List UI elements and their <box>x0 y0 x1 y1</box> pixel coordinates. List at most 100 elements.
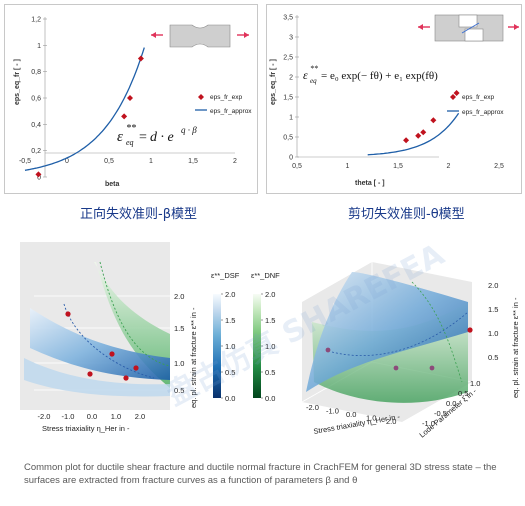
y-tick-label: 1,2 <box>31 17 41 24</box>
x-tick-label: -0,5 <box>19 158 31 165</box>
x-tick-label: 0,5 <box>292 163 302 170</box>
y-tick-label: 2.0 <box>174 292 184 301</box>
figure-footnote: Common plot for ductile shear fracture a… <box>24 462 497 486</box>
y-tick-label: 0,2 <box>31 148 41 155</box>
surface-2d-view: -2.0 -1.0 0.0 1.0 2.0 0.5 1.0 1.5 2.0 Stress tr… <box>20 242 198 433</box>
dsf-colorbar-label: ε**_DSF <box>211 271 240 280</box>
colorbar-tick-label: 0.5 <box>225 368 235 377</box>
theta-model-caption: 剪切失效准则-θ模型 <box>348 207 465 222</box>
y-tick-label: 0,8 <box>31 69 41 76</box>
x-tick-label: -2.0 <box>38 412 51 421</box>
y-tick-label: -0.5 <box>434 409 447 418</box>
svg-text:**: ** <box>126 123 136 134</box>
x-tick-label: -1.0 <box>326 407 339 416</box>
y-tick-label: 0,5 <box>283 135 293 142</box>
dsf-surface-3d <box>306 272 468 392</box>
exp-data-point <box>430 117 437 124</box>
theta-y-label: eps_eq_fr [ - ] <box>270 59 277 105</box>
y-tick-label: 1.5 <box>174 324 184 333</box>
exp-data-point <box>35 171 42 178</box>
y-tick-label: 0 <box>289 155 293 162</box>
y-tick-label: 3 <box>289 35 293 42</box>
y-tick-label: 1 <box>289 115 293 122</box>
data-point <box>325 347 331 353</box>
y-tick-label: 0.5 <box>458 389 468 398</box>
beta-legend: eps_fr_exp eps_fr_approx <box>195 94 252 115</box>
beta-chart: -0,5 0 0,5 1 1,5 2 0 0,2 0,4 0,6 0,8 1 1,2 beta eps… <box>14 17 252 189</box>
x-tick-label: 1 <box>346 163 350 170</box>
exp-data-point <box>137 55 144 62</box>
x-tick-label: 2.0 <box>386 417 396 426</box>
colorbar-tick-label: 0.0 <box>265 394 275 403</box>
theta-legend: eps_fr_exp eps_fr_approx <box>447 94 504 116</box>
colorbar-tick-label: 1.5 <box>225 316 235 325</box>
colorbar-tick-label: 2.0 <box>265 290 275 299</box>
x-tick-label: 1,5 <box>393 163 403 170</box>
x-tick-label: 2.0 <box>135 412 145 421</box>
notched-specimen-icon <box>151 24 249 48</box>
exp-data-point <box>403 137 410 144</box>
y-tick-label: 1.0 <box>174 359 184 368</box>
x-tick-label: -1.0 <box>62 412 75 421</box>
svg-text:ε: ε <box>303 68 308 82</box>
surface3d-z-label: eq. pl. strain at fracture ε** in - <box>511 297 520 398</box>
x-tick-label: 2,5 <box>494 163 504 170</box>
y-tick-label: 2,5 <box>283 55 293 62</box>
x-tick-label: 1.0 <box>111 412 121 421</box>
x-tick-label: 1.0 <box>366 414 376 423</box>
surface-3d-view: -2.0 -1.0 0.0 1.0 2.0 -1.0-0.50.00.51.0 0.51… <box>301 262 520 440</box>
colorbar-tick-label: 2.0 <box>225 290 235 299</box>
z-tick-label: 0.5 <box>488 353 498 362</box>
colorbar-tick-label: 1.0 <box>265 342 275 351</box>
exp-data-point <box>453 90 460 96</box>
x-tick-label: 0.0 <box>346 410 356 419</box>
svg-text:eps_fr_exp: eps_fr_exp <box>210 94 243 101</box>
colorbar-tick-label: 1.0 <box>225 342 235 351</box>
y-tick-label: 0.5 <box>174 386 184 395</box>
beta-formula: ε eq ** = d · e q · β <box>117 123 197 147</box>
data-point <box>65 311 71 317</box>
y-tick-label: -1.0 <box>422 419 435 428</box>
data-point <box>109 351 115 357</box>
exp-data-point <box>127 95 133 101</box>
dsf-colorbar <box>213 294 221 398</box>
beta-y-label: eps_eq_fr [ - ] <box>14 59 21 105</box>
theta-chart: 0,5 1 1,5 2 2,5 00,511,522,533,5 theta [ - ]… <box>270 14 519 187</box>
y-tick-label: 1 <box>37 43 41 50</box>
surface2d-x-label: Stress triaxiality η_Her in - <box>42 424 130 433</box>
svg-text:= e₀ exp(− fθ) + e₁ exp(fθ): = e₀ exp(− fθ) + e₁ exp(fθ) <box>321 70 438 82</box>
y-tick-label: 1.0 <box>470 379 480 388</box>
theta-chart-panel: 0,5 1 1,5 2 2,5 0 0,5 1 1,5 2 2,5 3 3,5 theta [ - ]… <box>266 4 522 194</box>
theta-formula: ε eq ** = e₀ exp(− fθ) + e₁ exp(fθ) <box>303 64 438 85</box>
shear-specimen-icon <box>418 14 519 42</box>
beta-fit-curve <box>24 47 145 171</box>
data-point <box>429 365 435 371</box>
svg-text:**: ** <box>310 64 318 73</box>
svg-text:eq: eq <box>310 77 317 85</box>
x-tick-label: 2 <box>447 163 451 170</box>
dnf-colorbar-label: ε**_DNF <box>251 271 280 280</box>
data-point <box>123 375 129 381</box>
svg-text:ε: ε <box>117 129 123 145</box>
exp-data-point <box>415 132 422 139</box>
svg-text:eps_fr_approx: eps_fr_approx <box>462 109 504 116</box>
y-tick-label: 0 <box>37 175 41 182</box>
x-tick-label: 2 <box>233 158 237 165</box>
y-tick-label: 2 <box>289 75 293 82</box>
theta-fit-curve <box>367 112 460 156</box>
y-tick-label: 0,6 <box>31 96 41 103</box>
colorbars: ε**_DSF ε**_DNF 0.0 0.5 1.0 1.5 2.0 0.0 0.5 1.… <box>211 271 280 403</box>
exp-data-point <box>420 129 427 136</box>
y-tick-label: 1,5 <box>283 95 293 102</box>
z-tick-label: 1.5 <box>488 305 498 314</box>
x-tick-label: 0 <box>65 158 69 165</box>
exp-data-point <box>121 113 128 120</box>
x-tick-label: 1,5 <box>188 158 198 165</box>
svg-text:eq: eq <box>126 138 134 147</box>
colorbar-tick-label: 1.5 <box>265 316 275 325</box>
dsf-surface <box>30 308 170 380</box>
y-tick-label: 0,4 <box>31 122 41 129</box>
theta-x-label: theta [ - ] <box>355 180 385 187</box>
data-point <box>467 327 473 333</box>
data-point <box>393 365 399 371</box>
